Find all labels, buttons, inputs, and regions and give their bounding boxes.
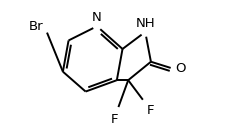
Text: F: F [110,113,117,126]
Text: N: N [92,11,101,24]
Text: F: F [146,104,153,117]
Text: Br: Br [29,20,43,33]
Text: O: O [174,62,185,75]
Text: NH: NH [135,17,154,30]
